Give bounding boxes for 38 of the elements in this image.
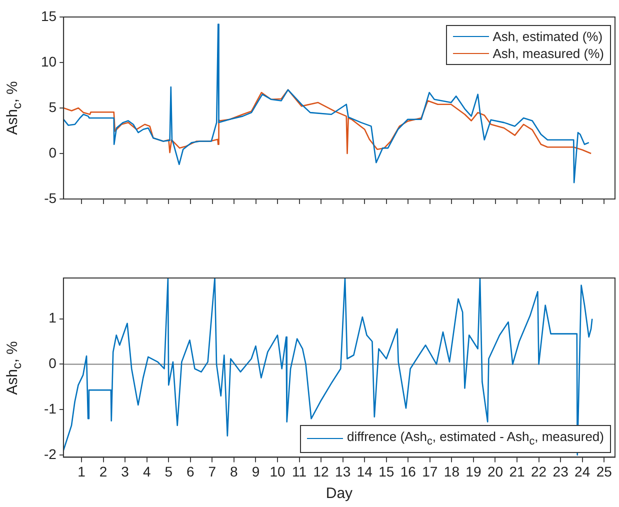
legend-label: Ash, estimated (%) [492,28,603,45]
legend-label: Ash, measured (%) [492,45,604,62]
y-tick-label: 10 [40,53,57,70]
x-tick-label: 21 [509,463,526,480]
x-tick-label: 18 [444,463,460,480]
x-tick-label: 9 [252,463,260,480]
y-tick-label: -1 [44,400,57,416]
x-tick-label: 12 [313,463,330,480]
x-tick-label: 3 [121,463,130,480]
x-tick-label: 15 [378,463,394,480]
legend-label: diffrence (Ash$_{c}$, estimated - Ash$_{c}$, measured) [346,428,604,450]
x-tick-label: 5 [164,463,173,480]
x-tick-label: 11 [292,463,307,480]
x-tick-label: 10 [270,463,286,480]
x-tick-label: 14 [356,463,373,480]
x-tick-label: 17 [422,463,438,480]
x-axis-title: Day [326,485,354,502]
x-tick-label: 16 [400,463,416,480]
x-tick-label: 4 [142,463,151,480]
x-tick-label: 2 [99,463,108,480]
x-tick-label: 23 [552,463,569,480]
y-tick-label: 0 [48,144,57,160]
x-tick-label: 19 [466,463,482,480]
x-tick-label: 22 [531,463,547,480]
x-tick-label: 8 [230,463,238,480]
y-tick-label: -5 [44,190,57,206]
y-tick-label: -2 [44,446,57,462]
y-tick-label: 15 [40,8,57,24]
x-tick-label: 25 [596,463,612,480]
y-tick-label: 0 [48,355,57,372]
y-tick-label: 5 [48,98,57,115]
x-tick-label: 7 [208,463,216,480]
x-tick-label: 13 [335,463,351,480]
x-tick-label: 1 [78,463,86,480]
x-tick-label: 6 [186,463,194,480]
y-tick-label: 1 [48,310,57,326]
x-tick-label: 20 [487,463,504,480]
x-tick-label: 24 [574,463,590,480]
